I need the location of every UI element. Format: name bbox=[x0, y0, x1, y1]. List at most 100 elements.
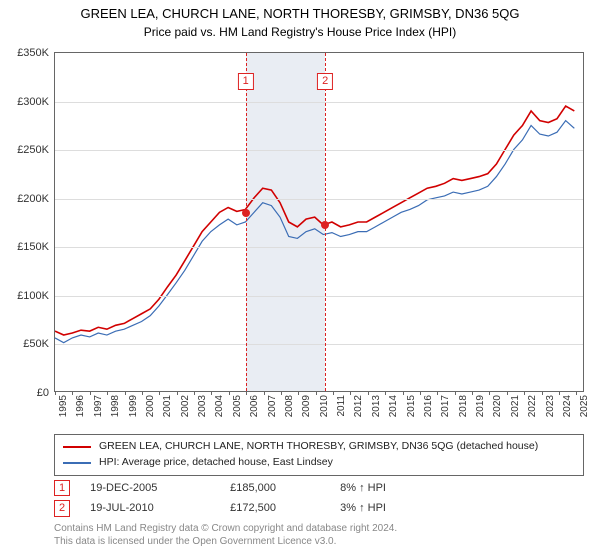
chart-title: GREEN LEA, CHURCH LANE, NORTH THORESBY, … bbox=[0, 0, 600, 23]
series-line bbox=[55, 121, 574, 343]
event-date: 19-DEC-2005 bbox=[90, 482, 210, 494]
x-axis-label: 2021 bbox=[510, 395, 521, 417]
x-axis-label: 2015 bbox=[406, 395, 417, 417]
event-hpi: 3% ↑ HPI bbox=[340, 502, 386, 514]
x-axis-label: 2005 bbox=[232, 395, 243, 417]
event-marker-line bbox=[246, 53, 247, 391]
x-axis-label: 2010 bbox=[319, 395, 330, 417]
x-tick-mark bbox=[559, 391, 560, 395]
x-axis-label: 2011 bbox=[336, 395, 347, 417]
x-axis-label: 2000 bbox=[145, 395, 156, 417]
footer-line: This data is licensed under the Open Gov… bbox=[54, 535, 397, 548]
x-axis-label: 2007 bbox=[267, 395, 278, 417]
x-axis-label: 2014 bbox=[388, 395, 399, 417]
x-tick-mark bbox=[72, 391, 73, 395]
x-tick-mark bbox=[55, 391, 56, 395]
x-tick-mark bbox=[333, 391, 334, 395]
x-axis-label: 2022 bbox=[527, 395, 538, 417]
x-tick-mark bbox=[489, 391, 490, 395]
legend-swatch bbox=[63, 446, 91, 448]
x-axis-label: 2023 bbox=[545, 395, 556, 417]
x-tick-mark bbox=[281, 391, 282, 395]
y-axis-label: £200K bbox=[17, 193, 49, 205]
gridline bbox=[55, 247, 583, 248]
gridline bbox=[55, 150, 583, 151]
event-marker-label: 2 bbox=[317, 73, 333, 89]
legend-label: GREEN LEA, CHURCH LANE, NORTH THORESBY, … bbox=[99, 439, 538, 455]
x-axis-label: 1997 bbox=[93, 395, 104, 417]
x-axis-label: 1998 bbox=[110, 395, 121, 417]
x-tick-mark bbox=[316, 391, 317, 395]
event-marker-dot bbox=[321, 221, 329, 229]
event-number: 2 bbox=[54, 500, 70, 516]
legend-row: HPI: Average price, detached house, East… bbox=[63, 455, 575, 471]
y-axis-label: £150K bbox=[17, 241, 49, 253]
x-tick-mark bbox=[472, 391, 473, 395]
x-tick-mark bbox=[437, 391, 438, 395]
x-tick-mark bbox=[90, 391, 91, 395]
event-price: £185,000 bbox=[230, 482, 320, 494]
x-tick-mark bbox=[142, 391, 143, 395]
x-axis-label: 2013 bbox=[371, 395, 382, 417]
y-axis-label: £50K bbox=[23, 338, 49, 350]
plot-area: £0£50K£100K£150K£200K£250K£300K£350K1995… bbox=[54, 52, 584, 392]
x-axis-label: 2017 bbox=[440, 395, 451, 417]
x-tick-mark bbox=[229, 391, 230, 395]
x-tick-mark bbox=[298, 391, 299, 395]
y-axis-label: £100K bbox=[17, 290, 49, 302]
gridline bbox=[55, 199, 583, 200]
x-axis-label: 2018 bbox=[458, 395, 469, 417]
x-axis-label: 1996 bbox=[75, 395, 86, 417]
event-row: 1 19-DEC-2005 £185,000 8% ↑ HPI bbox=[54, 478, 584, 498]
x-axis-label: 2019 bbox=[475, 395, 486, 417]
event-list: 1 19-DEC-2005 £185,000 8% ↑ HPI 2 19-JUL-2010… bbox=[54, 478, 584, 519]
legend-label: HPI: Average price, detached house, East… bbox=[99, 455, 333, 471]
x-axis-label: 2006 bbox=[249, 395, 260, 417]
x-axis-label: 2012 bbox=[353, 395, 364, 417]
x-tick-mark bbox=[368, 391, 369, 395]
x-tick-mark bbox=[542, 391, 543, 395]
x-tick-mark bbox=[455, 391, 456, 395]
x-axis-label: 2003 bbox=[197, 395, 208, 417]
event-hpi: 8% ↑ HPI bbox=[340, 482, 386, 494]
x-tick-mark bbox=[177, 391, 178, 395]
footer-attribution: Contains HM Land Registry data © Crown c… bbox=[54, 522, 397, 548]
x-tick-mark bbox=[246, 391, 247, 395]
x-axis-label: 2025 bbox=[579, 395, 590, 417]
event-date: 19-JUL-2010 bbox=[90, 502, 210, 514]
footer-line: Contains HM Land Registry data © Crown c… bbox=[54, 522, 397, 535]
event-price: £172,500 bbox=[230, 502, 320, 514]
x-axis-label: 2002 bbox=[180, 395, 191, 417]
x-tick-mark bbox=[420, 391, 421, 395]
event-number: 1 bbox=[54, 480, 70, 496]
x-axis-label: 2001 bbox=[162, 395, 173, 417]
y-axis-label: £300K bbox=[17, 96, 49, 108]
x-tick-mark bbox=[350, 391, 351, 395]
legend-row: GREEN LEA, CHURCH LANE, NORTH THORESBY, … bbox=[63, 439, 575, 455]
x-tick-mark bbox=[107, 391, 108, 395]
x-tick-mark bbox=[507, 391, 508, 395]
gridline bbox=[55, 296, 583, 297]
chart-wrapper: GREEN LEA, CHURCH LANE, NORTH THORESBY, … bbox=[0, 0, 600, 560]
gridline bbox=[55, 344, 583, 345]
x-tick-mark bbox=[403, 391, 404, 395]
x-tick-mark bbox=[524, 391, 525, 395]
x-tick-mark bbox=[125, 391, 126, 395]
x-axis-label: 2009 bbox=[301, 395, 312, 417]
x-axis-label: 2020 bbox=[492, 395, 503, 417]
gridline bbox=[55, 102, 583, 103]
y-axis-label: £350K bbox=[17, 47, 49, 59]
x-tick-mark bbox=[576, 391, 577, 395]
event-marker-dot bbox=[242, 209, 250, 217]
x-axis-label: 1999 bbox=[128, 395, 139, 417]
x-axis-label: 1995 bbox=[58, 395, 69, 417]
x-tick-mark bbox=[211, 391, 212, 395]
y-axis-label: £250K bbox=[17, 144, 49, 156]
event-marker-label: 1 bbox=[238, 73, 254, 89]
y-axis-label: £0 bbox=[37, 387, 49, 399]
event-row: 2 19-JUL-2010 £172,500 3% ↑ HPI bbox=[54, 498, 584, 518]
x-tick-mark bbox=[264, 391, 265, 395]
x-tick-mark bbox=[159, 391, 160, 395]
legend-box: GREEN LEA, CHURCH LANE, NORTH THORESBY, … bbox=[54, 434, 584, 476]
x-tick-mark bbox=[385, 391, 386, 395]
